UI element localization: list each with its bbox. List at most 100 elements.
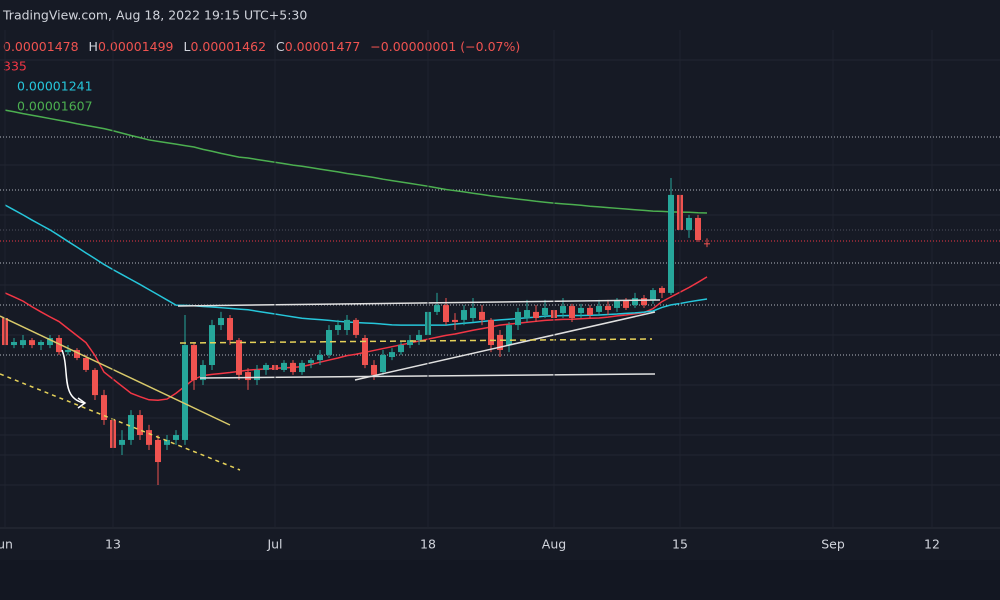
candle-body — [335, 325, 341, 331]
candle-body — [542, 307, 548, 315]
candle-body — [641, 298, 647, 306]
candle-body — [65, 349, 71, 353]
ma-line — [4, 276, 708, 402]
candle-body — [515, 311, 521, 326]
legend-value: 0.00001478 — [3, 39, 79, 54]
candle-body — [281, 362, 287, 370]
candle-body — [434, 305, 440, 312]
candle-body — [56, 337, 62, 353]
ohlc-legend: 0.00001478 H0.00001499 L0.00001462 C0.00… — [3, 39, 520, 54]
x-tick-label: Jul — [266, 537, 282, 552]
candle-body — [173, 435, 179, 440]
candle-body — [344, 319, 350, 331]
ma-legend-value: 335 — [3, 59, 27, 74]
x-axis: un 13 Jul 18 Aug 15 Sep 12 — [0, 30, 940, 552]
candle-body — [587, 307, 593, 315]
arrow-head — [77, 397, 87, 409]
x-tick-label: un — [0, 537, 13, 552]
candle-body — [263, 365, 269, 370]
ma-legend-value: 0.00001241 — [17, 79, 93, 94]
candle-body — [119, 439, 125, 445]
candle-body — [443, 305, 449, 323]
candle-body — [245, 372, 251, 381]
plot-area — [2, 109, 710, 486]
candle-body — [686, 217, 692, 230]
candle-body — [191, 345, 197, 381]
x-tick-label: 18 — [420, 537, 436, 552]
candle-body — [29, 340, 35, 346]
candle-body — [470, 307, 476, 319]
candle-body — [389, 352, 395, 358]
trend-line — [354, 311, 656, 381]
candle-body — [218, 318, 224, 326]
candle-body — [488, 319, 494, 346]
candle-body — [254, 369, 260, 381]
candle-body — [11, 341, 17, 346]
arrow — [61, 349, 85, 404]
candle-body — [128, 415, 134, 440]
candle-body — [380, 354, 386, 373]
candle-body — [695, 217, 701, 241]
legend-label: C — [276, 39, 285, 54]
ma-legend-value: 0.00001607 — [17, 99, 93, 114]
candle-body — [101, 395, 107, 420]
candle-body — [74, 349, 80, 358]
candle-body — [659, 287, 665, 293]
dashed-level — [179, 338, 653, 344]
candle-body — [290, 362, 296, 373]
candle-body — [371, 365, 377, 375]
candle-body — [146, 430, 152, 445]
legend-value: −0.00000001 (−0.07%) — [370, 39, 520, 54]
candle-body — [416, 334, 422, 341]
candle-body — [407, 340, 413, 346]
candle-body — [623, 299, 629, 308]
candle-body — [560, 306, 566, 314]
candle-body — [362, 337, 368, 366]
candle-body — [461, 310, 467, 320]
candle-body — [533, 311, 539, 319]
candle-body — [569, 306, 575, 319]
downtrend-channel — [0, 373, 241, 471]
candle-body — [524, 310, 530, 319]
candle-body — [308, 360, 314, 363]
candle-body — [506, 325, 512, 346]
x-tick-label: Aug — [542, 537, 566, 552]
x-tick-label: 15 — [672, 537, 688, 552]
candle-body — [164, 439, 170, 445]
x-tick-label: 12 — [924, 537, 940, 552]
candle-body — [47, 337, 53, 346]
candle-body — [614, 299, 620, 308]
candle-body — [704, 243, 710, 245]
ma-line — [4, 109, 708, 214]
candle-body — [452, 319, 458, 323]
x-tick-label: 13 — [105, 537, 121, 552]
drawings — [0, 299, 661, 471]
candle-body — [83, 357, 89, 370]
candle-body — [200, 365, 206, 381]
candle-body — [92, 369, 98, 396]
candle-body — [20, 340, 26, 346]
candle-body — [209, 325, 215, 366]
candle-body — [398, 345, 404, 353]
legend-value: 0.00001477 — [285, 39, 361, 54]
candle-body — [605, 306, 611, 311]
resistance-line — [177, 299, 661, 307]
downtrend-line — [0, 315, 231, 426]
candle-body — [650, 290, 656, 300]
candle-body — [38, 341, 44, 346]
legend-label: L — [184, 39, 191, 54]
candle-body — [596, 306, 602, 312]
candle-body — [317, 354, 323, 361]
legend-value: 0.00001499 — [98, 39, 174, 54]
candle-body — [668, 194, 674, 293]
chart-title: TradingView.com, Aug 18, 2022 19:15 UTC+… — [2, 8, 307, 23]
candle-body — [236, 340, 242, 375]
legend-value: 0.00001462 — [190, 39, 266, 54]
candle-body — [155, 439, 161, 463]
candle-body — [227, 318, 233, 341]
candle-body — [578, 307, 584, 314]
legend-label: H — [89, 39, 98, 54]
